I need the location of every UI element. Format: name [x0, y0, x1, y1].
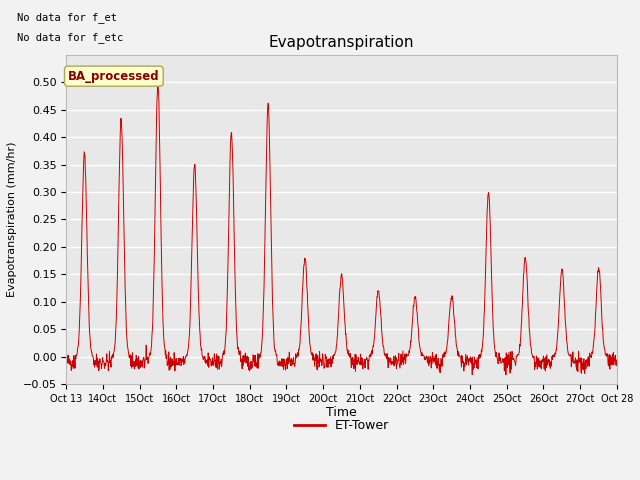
Legend: ET-Tower: ET-Tower: [289, 414, 394, 437]
Y-axis label: Evapotranspiration (mm/hr): Evapotranspiration (mm/hr): [7, 142, 17, 297]
Title: Evapotranspiration: Evapotranspiration: [269, 35, 414, 49]
Text: BA_processed: BA_processed: [68, 70, 160, 83]
Text: No data for f_et: No data for f_et: [17, 12, 116, 23]
Text: No data for f_etc: No data for f_etc: [17, 32, 123, 43]
X-axis label: Time: Time: [326, 407, 357, 420]
